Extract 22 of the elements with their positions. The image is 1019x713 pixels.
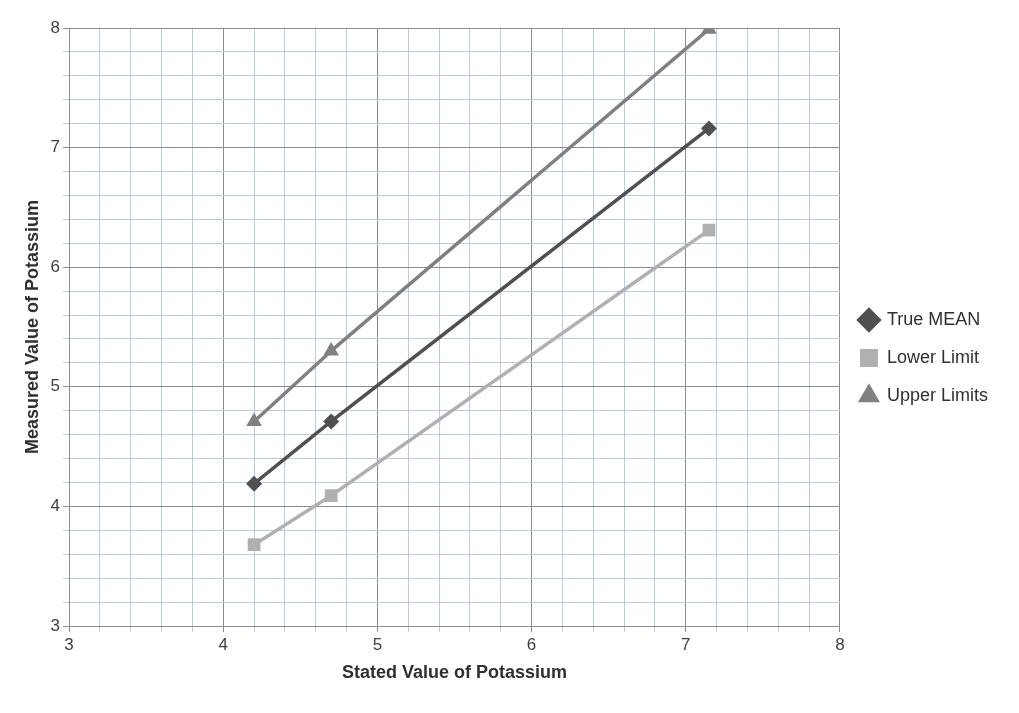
y-tick-label: 7 bbox=[50, 137, 61, 157]
y-tick-label: 5 bbox=[50, 376, 61, 396]
legend-label: Lower Limit bbox=[886, 346, 979, 367]
point bbox=[323, 413, 340, 430]
point bbox=[324, 489, 338, 502]
y-tick-label: 6 bbox=[50, 256, 61, 276]
point bbox=[246, 475, 263, 492]
y-tick-label: 4 bbox=[50, 496, 61, 516]
x-tick-label: 4 bbox=[218, 634, 228, 654]
y-tick-label: 8 bbox=[50, 17, 61, 37]
point bbox=[247, 538, 261, 552]
legend-label: True MEAN bbox=[886, 308, 981, 329]
y-tick-label: 3 bbox=[50, 615, 61, 635]
point bbox=[700, 120, 717, 137]
x-tick-label: 8 bbox=[835, 634, 845, 654]
y-axis-title: Measured Value of Potassium bbox=[21, 199, 42, 455]
legend-label: Upper Limits bbox=[886, 384, 988, 405]
x-tick-label: 3 bbox=[64, 634, 74, 654]
x-tick-label: 7 bbox=[681, 634, 691, 654]
x-tick-label: 5 bbox=[372, 634, 383, 654]
x-tick-label: 6 bbox=[526, 634, 537, 654]
x-axis-title: Stated Value of Potassium bbox=[341, 662, 568, 683]
